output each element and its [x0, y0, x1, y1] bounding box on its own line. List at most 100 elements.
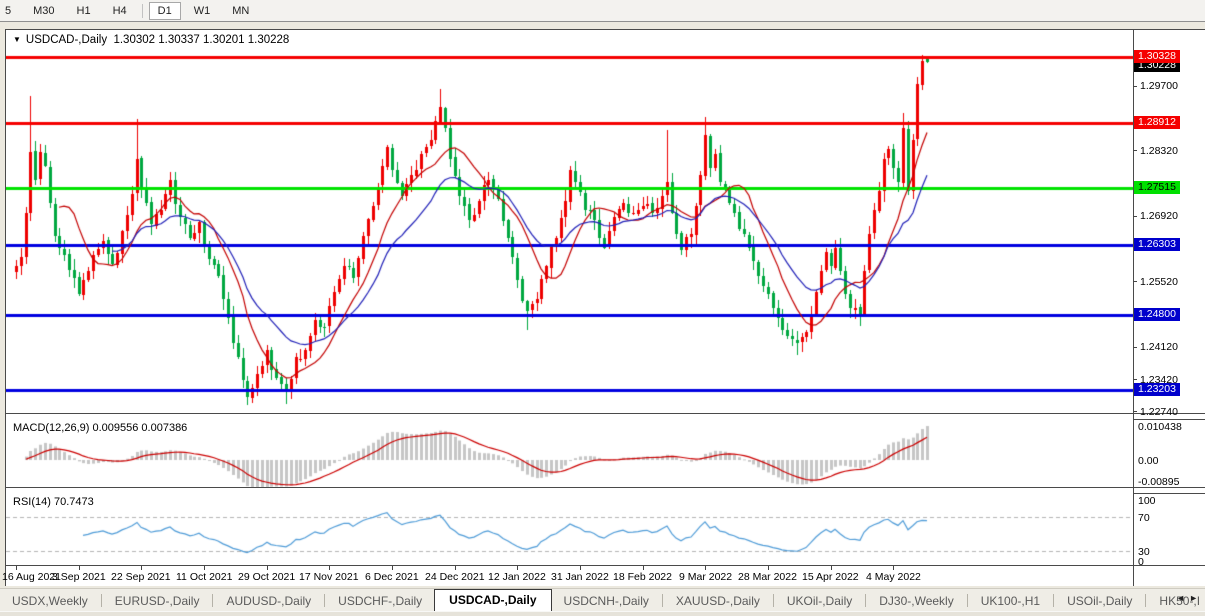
macd-label: MACD(12,26,9) 0.009556 0.007386: [13, 422, 188, 434]
timeframe-toolbar: 5 M30 H1 H4 D1 W1 MN: [0, 0, 1205, 22]
price-axis-tick: 1.26920: [1133, 210, 1178, 222]
timeframe-button-w1[interactable]: W1: [193, 4, 211, 17]
date-label: 12 Jan 2022: [488, 571, 546, 583]
symbol-tab-usoil-daily[interactable]: USOil-,Daily: [1067, 594, 1133, 608]
level-price-tag: 1.24800: [1134, 308, 1180, 322]
date-label: 3 Sep 2021: [52, 571, 106, 583]
price-axis-tick: 1.28320: [1133, 145, 1178, 157]
time-axis-tick: [329, 566, 330, 570]
rsi-current-value: 70.7473: [53, 496, 94, 508]
macd-pane-bottom-border: [5, 487, 1205, 488]
symbol-tab-usdx-weekly[interactable]: USDX,Weekly: [12, 594, 88, 608]
date-label: 4 May 2022: [866, 571, 921, 583]
tab-separator: [772, 594, 774, 607]
time-axis-tick: [204, 566, 205, 570]
date-label: 31 Jan 2022: [551, 571, 609, 583]
time-axis-tick: [705, 566, 706, 570]
price-axis-tick-label: 1.23420: [1140, 373, 1178, 386]
level-price-tag: 1.23203: [1134, 382, 1180, 396]
timeframe-button-5[interactable]: 5: [5, 4, 12, 17]
symbol-tab-xauusd-daily[interactable]: XAUUSD-,Daily: [675, 594, 760, 608]
rsi-axis-label: 30: [1138, 546, 1150, 558]
timeframe-button-mn[interactable]: MN: [232, 4, 250, 17]
timeframe-button-m30[interactable]: M30: [33, 4, 55, 17]
price-axis-tick: 1.25520: [1133, 276, 1178, 288]
time-axis-tick: [267, 566, 268, 570]
symbol-tab-usdchf-daily[interactable]: USDCHF-,Daily: [338, 594, 423, 608]
date-label: 16 Aug 2021: [2, 571, 61, 583]
date-label: 22 Sep 2021: [111, 571, 171, 583]
price-axis-tick-label: 1.29700: [1140, 80, 1178, 93]
tick-mark: [1133, 411, 1137, 413]
chart-collapse-icon[interactable]: ▼: [13, 35, 21, 44]
tick-mark: [1133, 281, 1137, 283]
price-axis-tick-label: 1.25520: [1140, 275, 1178, 288]
chart-top-border: [5, 29, 1205, 30]
tab-separator: [324, 594, 326, 607]
main-pane-bottom-border: [5, 413, 1205, 414]
chart-title-symbol: USDCAD-,Daily: [25, 34, 108, 46]
chart-left-border: [5, 29, 6, 586]
level-price-tag: 1.27515: [1134, 181, 1180, 195]
tab-separator: [212, 594, 214, 607]
date-label: 15 Apr 2022: [802, 571, 859, 583]
time-axis-tick: [893, 566, 894, 570]
macd-axis-label: 0.00: [1138, 455, 1159, 467]
time-axis-tick: [16, 566, 17, 570]
tick-mark: [1133, 215, 1137, 217]
price-axis-border: [1133, 29, 1134, 586]
symbol-tab-dj30-weekly[interactable]: DJ30-,Weekly: [879, 594, 954, 608]
price-axis-tick: 1.24120: [1133, 341, 1178, 353]
time-axis-tick: [517, 566, 518, 570]
tab-scroll-right-icon[interactable]: ►: [1189, 593, 1202, 603]
time-axis-tick: [455, 566, 456, 570]
tab-scroll-left-icon[interactable]: ◄: [1176, 593, 1190, 603]
macd-axis-label: 0.010438: [1138, 421, 1182, 433]
tick-mark: [1133, 379, 1137, 381]
rsi-axis-label: 0: [1138, 556, 1144, 568]
tab-scroll-arrows[interactable]: ◄►: [1176, 593, 1202, 603]
tab-separator: [1053, 594, 1055, 607]
date-label: 28 Mar 2022: [738, 571, 797, 583]
symbol-tab-eurusd-daily[interactable]: EURUSD-,Daily: [114, 594, 200, 608]
price-axis-tick: 1.29700: [1133, 80, 1178, 92]
chart-title-ohlc: 1.30302 1.30337 1.30201 1.30228: [113, 34, 290, 46]
rsi-indicator-chart[interactable]: [6, 493, 1133, 565]
symbol-tab-audusd-daily[interactable]: AUDUSD-,Daily: [226, 594, 312, 608]
symbol-tab-bar: USDX,Weekly EURUSD-,Daily AUDUSD-,Daily USD…: [0, 588, 1205, 612]
rsi-pane-bottom-border: [5, 565, 1205, 566]
date-label: 29 Oct 2021: [238, 571, 296, 583]
main-price-chart[interactable]: [6, 30, 1133, 413]
timeframe-button-d1[interactable]: D1: [148, 1, 181, 20]
time-axis-tick: [831, 566, 832, 570]
macd-indicator-chart[interactable]: [6, 419, 1133, 487]
date-label: 18 Feb 2022: [613, 571, 672, 583]
time-axis-tick: [643, 566, 644, 570]
price-axis-tick: 1.22740: [1133, 406, 1178, 418]
tick-mark: [1133, 85, 1137, 87]
time-axis-tick: [392, 566, 393, 570]
price-axis-tick: 1.23420: [1133, 374, 1178, 386]
symbol-tab-uk100-h1[interactable]: UK100-,H1: [980, 594, 1041, 608]
date-label: 17 Nov 2021: [299, 571, 359, 583]
symbol-tab-usdcnh-daily[interactable]: USDCNH-,Daily: [563, 594, 649, 608]
timeframe-button-h4[interactable]: H4: [112, 4, 127, 17]
price-axis-tick-label: 1.26920: [1140, 210, 1178, 223]
level-price-tag: 1.30328: [1134, 50, 1180, 63]
window-bottom-strip: [0, 611, 1205, 616]
price-axis-tick-label: 1.24120: [1140, 341, 1178, 354]
symbol-tab-ukoil-daily[interactable]: UKOil-,Daily: [786, 594, 853, 608]
rsi-axis-label: 70: [1138, 512, 1150, 524]
time-axis-tick: [79, 566, 80, 570]
level-price-tag: 1.28912: [1134, 116, 1180, 130]
level-price-tag: 1.26303: [1134, 238, 1180, 252]
timeframe-button-h1[interactable]: H1: [76, 4, 91, 17]
rsi-label: RSI(14) 70.7473: [13, 496, 94, 508]
rsi-axis-label: 100: [1138, 495, 1156, 507]
chart-title: ▼ USDCAD-,Daily 1.30302 1.30337 1.30201 1…: [13, 34, 289, 46]
symbol-tab-usdcad-daily[interactable]: USDCAD-,Daily: [434, 589, 552, 612]
toolbar-separator: [141, 3, 143, 18]
date-label: 9 Mar 2022: [679, 571, 733, 583]
symbol-tab-hk50-i[interactable]: HK50-,I: [1159, 594, 1201, 608]
